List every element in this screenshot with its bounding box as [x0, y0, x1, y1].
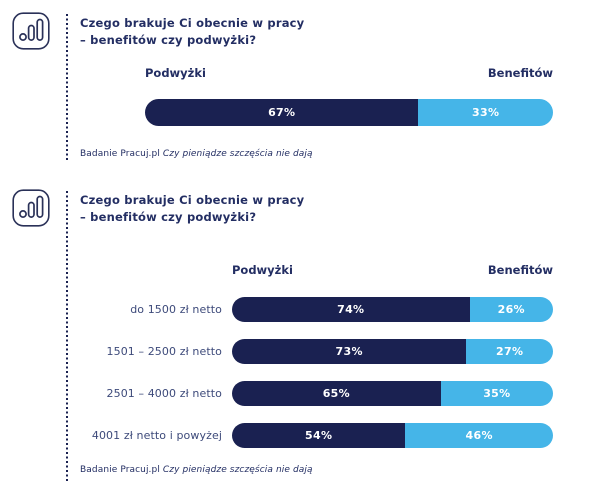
stacked-bar: 67% 33%: [145, 99, 553, 126]
bar-segment-benefitow: 35%: [440, 381, 553, 406]
bar-chart-icon: [12, 189, 66, 227]
stacked-bar: 54% 46%: [232, 423, 553, 448]
bar-segment-podwyzki: 54%: [232, 423, 406, 448]
bar-segment-benefitow: 26%: [469, 297, 553, 322]
legend-benefitow: Benefitów: [487, 263, 553, 277]
bar-row: do 1500 zł netto 74% 26%: [80, 297, 553, 322]
legend-podwyzki: Podwyżki: [232, 263, 293, 277]
row-label: 4001 zł netto i powyżej: [91, 429, 222, 442]
chart-title: Czego brakuje Ci obecnie w pracy – benefi…: [80, 16, 305, 47]
bar-chart-icon: [12, 12, 66, 50]
legend-row: Podwyżki Benefitów: [145, 66, 553, 80]
stacked-bar-chart: Podwyżki Benefitów 67% 33%: [145, 66, 553, 126]
bar-segment-benefitow: 33%: [418, 99, 553, 126]
legend-row: Podwyżki Benefitów: [232, 263, 553, 277]
dotted-divider: [66, 14, 68, 162]
icon-column: [0, 12, 66, 50]
bar-segment-podwyzki: 65%: [232, 381, 441, 406]
row-label: 1501 – 2500 zł netto: [106, 345, 222, 358]
bar-segment-podwyzki: 73%: [232, 339, 467, 364]
stacked-bar-chart: Podwyżki Benefitów do 1500 zł netto 74% 26…: [80, 263, 553, 448]
stacked-bar: 74% 26%: [232, 297, 553, 322]
stacked-bar: 65% 35%: [232, 381, 553, 406]
chart-title: Czego brakuje Ci obecnie w pracy – benefi…: [80, 193, 305, 224]
icon-column: [0, 189, 66, 227]
dotted-divider: [66, 191, 68, 483]
legend-podwyzki: Podwyżki: [145, 66, 206, 80]
bar-row: 2501 – 4000 zł netto 65% 35%: [80, 381, 553, 406]
source-note: Badanie Pracuj.pl Czy pieniądze szczęści…: [80, 149, 313, 159]
bar-segment-benefitow: 27%: [466, 339, 553, 364]
chart-section-by-salary: Czego brakuje Ci obecnie w pracy – benefi…: [0, 184, 600, 483]
bar-segment-benefitow: 46%: [405, 423, 553, 448]
legend-benefitow: Benefitów: [487, 66, 553, 80]
bar-row: 1501 – 2500 zł netto 73% 27%: [80, 339, 553, 364]
bar-row: 67% 33%: [145, 99, 553, 126]
row-label: do 1500 zł netto: [130, 303, 222, 316]
source-note: Badanie Pracuj.pl Czy pieniądze szczęści…: [80, 465, 313, 475]
bar-segment-podwyzki: 74%: [232, 297, 470, 322]
bar-segment-podwyzki: 67%: [145, 99, 419, 126]
row-label: 2501 – 4000 zł netto: [106, 387, 222, 400]
chart-section-overall: Czego brakuje Ci obecnie w pracy – benefi…: [0, 0, 600, 184]
stacked-bar: 73% 27%: [232, 339, 553, 364]
bar-row: 4001 zł netto i powyżej 54% 46%: [80, 423, 553, 448]
